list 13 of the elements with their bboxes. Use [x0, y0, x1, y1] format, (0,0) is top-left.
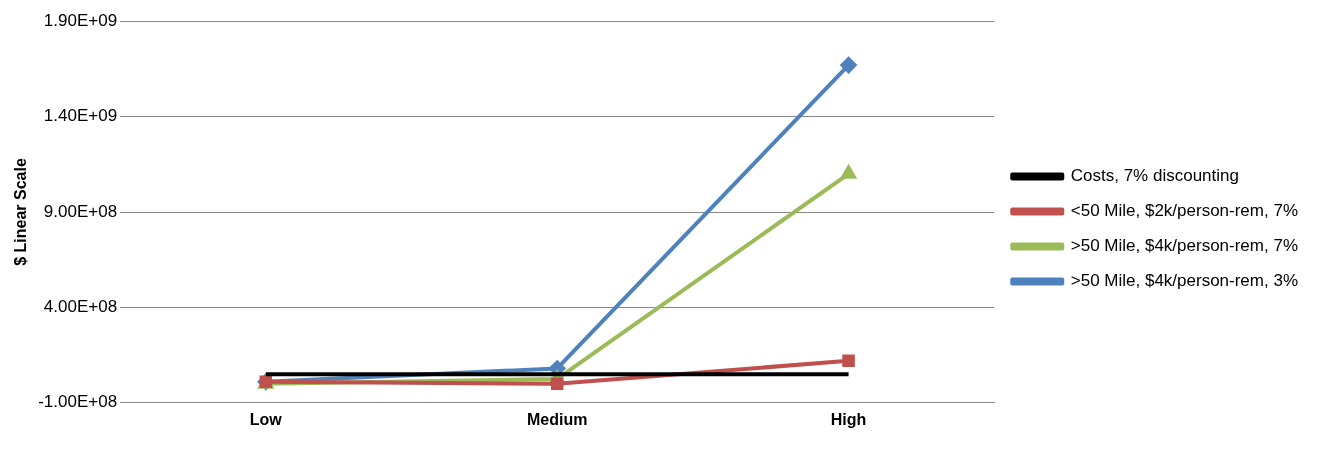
y-tick-label: 4.00E+08	[43, 297, 118, 317]
y-tick-label: 1.40E+09	[43, 106, 118, 126]
x-tick-label: High	[830, 410, 867, 428]
y-tick-label: 1.90E+09	[43, 10, 118, 30]
x-tick-label: Medium	[526, 410, 588, 428]
y-axis-title: $ Linear Scale	[12, 158, 30, 266]
legend-label: >50 Mile, $4k/person-rem, 7%	[1070, 236, 1299, 256]
legend-label: Costs, 7% discounting	[1070, 166, 1239, 186]
legend-label: <50 Mile, $2k/person-rem, 7%	[1070, 201, 1299, 221]
legend-label: >50 Mile, $4k/person-rem, 3%	[1070, 271, 1299, 291]
y-tick-label: -1.00E+08	[38, 392, 118, 412]
x-tick-label: Low	[249, 410, 283, 428]
y-tick-label: 9.00E+08	[43, 201, 118, 221]
